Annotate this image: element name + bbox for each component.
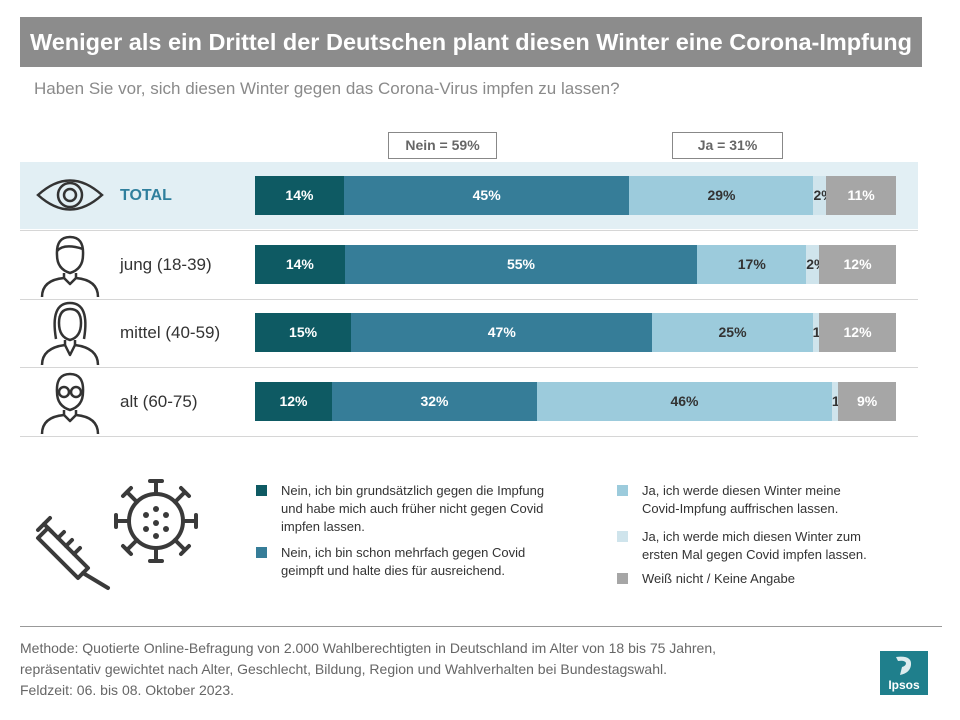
bar-segment: 12% [819, 245, 896, 284]
legend-swatch [617, 573, 628, 584]
young-person-icon [34, 231, 106, 298]
bar-segment: 14% [255, 245, 345, 284]
row-divider [20, 230, 918, 231]
older-person-icon [34, 368, 106, 435]
chart-title: Weniger als ein Drittel der Deutschen pl… [20, 17, 922, 67]
chart-row: alt (60-75) 12%32%46%1%9% [20, 368, 918, 435]
fieldwork-dates: Feldzeit: 06. bis 08. Oktober 2023. [20, 682, 235, 698]
bar-segment: 15% [255, 313, 352, 352]
bar-segment: 12% [819, 313, 896, 352]
bar-segment: 55% [344, 245, 698, 284]
stacked-bar: 14% 45% 29% 2% 11% [255, 176, 896, 215]
virus-icon [114, 479, 198, 563]
legend-label: Weiß nicht / Keine Angabe [642, 571, 795, 586]
bar-segment: 46% [537, 382, 832, 421]
methodology-note-line1: Methode: Quotierte Online-Befragung von … [20, 640, 717, 656]
stacked-bar: 12%32%46%1%9% [255, 382, 896, 421]
chart-row: mittel (40-59) 15%47%25%1%12% [20, 299, 918, 366]
bar-segment: 17% [697, 245, 807, 284]
bar-segment: 2% [813, 176, 834, 215]
syringe-icon [36, 516, 110, 590]
bar-segment: 2% [806, 245, 826, 284]
ja-total-label: Ja = 31% [672, 132, 783, 159]
legend-swatch [617, 531, 628, 542]
row-divider [20, 436, 918, 437]
row-divider [20, 299, 918, 300]
methodology-note-line2: repräsentativ gewichtet nach Alter, Gesc… [20, 661, 667, 677]
bar-segment: 45% [343, 176, 630, 215]
eye-icon [34, 162, 106, 229]
legend-label: Ja, ich werde mich diesen Winter zum erst… [642, 529, 867, 562]
bar-segment: 12% [255, 382, 332, 421]
bar-segment: 25% [652, 313, 813, 352]
bar-segment: 32% [331, 382, 538, 421]
chart-row: TOTAL 14% 45% 29% 2% 11% [20, 162, 918, 229]
chart-row: jung (18-39) 14% 55% 17% 2% 12% [20, 231, 918, 298]
bar-segment: 47% [351, 313, 653, 352]
stacked-bar: 14% 55% 17% 2% 12% [255, 245, 896, 284]
row-divider [20, 367, 918, 368]
chart-subtitle: Haben Sie vor, sich diesen Winter gegen … [34, 79, 620, 98]
legend-label: Nein, ich bin grundsätzlich gegen die Im… [281, 483, 545, 534]
nein-total-label: Nein = 59% [388, 132, 497, 159]
bar-segment: 14% [255, 176, 344, 215]
ipsos-logo-mark [896, 656, 912, 675]
category-label: mittel (40-59) [120, 323, 221, 342]
category-label: jung (18-39) [120, 255, 212, 274]
legend-swatch [617, 485, 628, 496]
bar-segment: 11% [826, 176, 896, 215]
middle-aged-woman-icon [34, 299, 106, 366]
legend-swatch [256, 547, 267, 558]
legend-label: Nein, ich bin schon mehrfach gegen Covid… [281, 545, 526, 578]
bar-segment: 29% [629, 176, 814, 215]
ipsos-logo: Ipsos [880, 651, 928, 695]
legend-swatch [256, 485, 267, 496]
bar-segment: 9% [838, 382, 896, 421]
stacked-bar: 15%47%25%1%12% [255, 313, 896, 352]
divider [20, 626, 942, 627]
ipsos-logo-text: Ipsos [888, 678, 920, 692]
category-label: TOTAL [120, 187, 172, 204]
legend-label: Ja, ich werde diesen Winter meine Covid-I… [642, 483, 841, 516]
category-label: alt (60-75) [120, 392, 198, 411]
